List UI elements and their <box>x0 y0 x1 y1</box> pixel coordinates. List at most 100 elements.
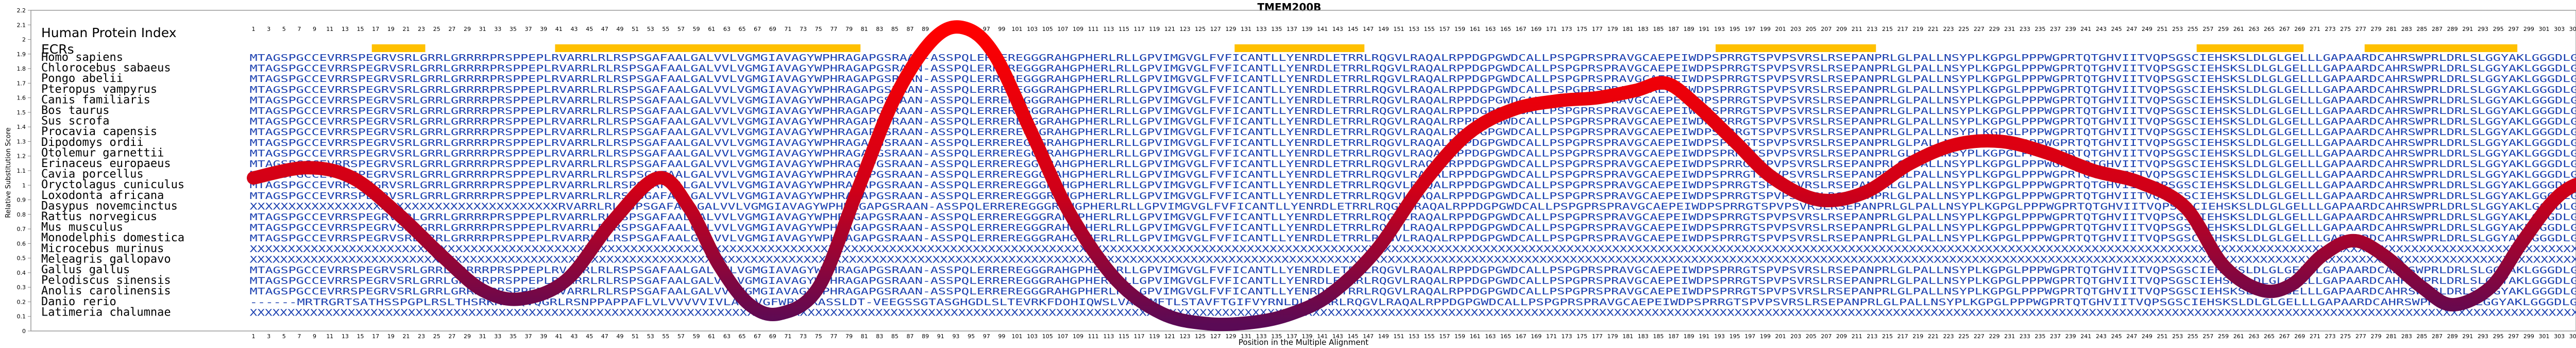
top-tick-label: 179 <box>1607 26 1618 32</box>
top-tick-label: 103 <box>1027 26 1038 32</box>
x-tick-label: 247 <box>2126 333 2137 340</box>
x-tick-label: 287 <box>2432 333 2443 340</box>
x-tick-label: 135 <box>1271 333 1282 340</box>
top-tick-label: 125 <box>1195 26 1206 32</box>
top-tick-label: 285 <box>2416 26 2427 32</box>
ecr-band <box>555 44 861 52</box>
top-tick-label: 25 <box>433 26 440 32</box>
x-tick-label: 23 <box>418 333 425 340</box>
x-tick-label: 65 <box>738 333 745 340</box>
top-tick-label: 147 <box>1363 26 1374 32</box>
top-tick-label: 83 <box>876 26 883 32</box>
top-tick-label: 79 <box>845 26 853 32</box>
top-tick-label: 127 <box>1210 26 1221 32</box>
x-tick-label: 77 <box>830 333 837 340</box>
sequence-row: MTAGSPGCCEVRRSPEGRVSRLGRRLGRRRRPRSPPEPLR… <box>250 180 2576 191</box>
y-tick-label: 0.9 <box>17 197 26 204</box>
sequence-row: MTAGSPGCCEVRRSPEGRVSRLGRRLGRRRRPRSPPEPLR… <box>250 53 2576 63</box>
top-tick-label: 109 <box>1073 26 1083 32</box>
x-tick-label: 75 <box>815 333 822 340</box>
substitution-score-line <box>247 20 2576 332</box>
sequence-row: MTAGSPGCCEVRRSPEGRVSRLGRRLGRRRRPRSPPEPLR… <box>250 148 2576 159</box>
x-tick-label: 119 <box>1149 333 1160 340</box>
top-tick-label: 175 <box>1577 26 1587 32</box>
top-tick-label: 105 <box>1042 26 1053 32</box>
top-tick-label: 279 <box>2370 26 2381 32</box>
x-tick-label: 267 <box>2279 333 2290 340</box>
x-tick-label: 183 <box>1638 333 1649 340</box>
top-tick-label: 219 <box>1912 26 1923 32</box>
top-tick-label: 171 <box>1546 26 1557 32</box>
top-tick-label: 209 <box>1836 26 1847 32</box>
top-tick-label: 247 <box>2126 26 2137 32</box>
ecr-band <box>2364 44 2518 52</box>
top-tick-label: 273 <box>2325 26 2336 32</box>
sequence-row: MTAGSPGCCEVRRSPEGRVSRLGRRLGRRRRPRSPPEPLR… <box>250 117 2576 127</box>
top-tick-label: 223 <box>1943 26 1954 32</box>
x-tick-label: 199 <box>1760 333 1771 340</box>
top-tick-label: 169 <box>1531 26 1541 32</box>
y-tick-label: 0 <box>22 328 26 335</box>
x-tick-label: 131 <box>1241 333 1251 340</box>
sequence-row: MTAGSPGCCEVRRSPEGRVSRLGRRLGRRRRPRSPPEPLR… <box>250 138 2576 148</box>
x-tick-label: 91 <box>937 333 944 340</box>
species-label: Mus musculus <box>41 221 123 234</box>
sequence-row: MTAGSPGCCEVRRSPEGRVSRLGRRLGRRRRPRSPPEPLR… <box>250 63 2576 74</box>
x-tick-label: 95 <box>968 333 975 340</box>
y-tick-label: 2.2 <box>17 7 26 14</box>
x-tick-label: 127 <box>1210 333 1221 340</box>
top-tick-label: 257 <box>2202 26 2213 32</box>
top-tick-label: 159 <box>1454 26 1465 32</box>
y-axis-label: Relative Substitution Score <box>5 127 12 218</box>
top-tick-label: 297 <box>2508 26 2519 32</box>
x-tick-label: 105 <box>1042 333 1053 340</box>
top-tick-label: 121 <box>1164 26 1175 32</box>
species-label: Pongo abelii <box>41 72 123 85</box>
ecr-label: ECRs <box>41 42 74 57</box>
species-label: Latimeria chalumnae <box>41 306 171 319</box>
y-tick-label: 1.1 <box>17 168 26 174</box>
sequence-row: MTAGSPGCCEVRRSPEGRVSRLGRRLGRRRRPRSPPEPLR… <box>250 127 2576 138</box>
top-tick-label: 87 <box>907 26 914 32</box>
top-tick-label: 217 <box>1897 26 1908 32</box>
top-tick-label: 193 <box>1714 26 1725 32</box>
top-tick-label: 137 <box>1286 26 1297 32</box>
species-label: Dasypus novemcinctus <box>41 200 178 212</box>
x-tick-label: 289 <box>2447 333 2458 340</box>
top-tick-label: 211 <box>1852 26 1862 32</box>
top-tick-label: 15 <box>357 26 364 32</box>
y-tick-label: 0.6 <box>17 240 26 247</box>
x-tick-label: 165 <box>1500 333 1511 340</box>
top-tick-label: 119 <box>1149 26 1160 32</box>
top-tick-label: 71 <box>784 26 791 32</box>
x-tick-label: 13 <box>342 333 349 340</box>
x-tick-label: 181 <box>1622 333 1633 340</box>
x-tick-label: 137 <box>1286 333 1297 340</box>
x-tick-label: 151 <box>1394 333 1404 340</box>
top-tick-label: 237 <box>2050 26 2061 32</box>
species-label: Erinaceus europaeus <box>41 157 171 170</box>
top-tick-label: 47 <box>601 26 608 32</box>
x-tick-label: 89 <box>922 333 929 340</box>
top-tick-label: 149 <box>1378 26 1389 32</box>
x-tick-label: 35 <box>510 333 517 340</box>
species-label: Canis familiaris <box>41 93 150 106</box>
x-tick-label: 239 <box>2065 333 2076 340</box>
top-tick-label: 301 <box>2539 26 2550 32</box>
x-tick-label: 249 <box>2142 333 2153 340</box>
x-tick-label: 83 <box>876 333 883 340</box>
x-axis-ticks: 1 3 5 7 9 11 13 15 17 19 21 23 25 27 29 31 33 35 37 39 41 43 4… <box>252 333 2576 340</box>
species-label: Chlorocebus sabaeus <box>41 62 171 75</box>
y-tick-label: 2.1 <box>17 22 26 28</box>
species-label: Procavia capensis <box>41 125 157 138</box>
top-tick-label: 303 <box>2554 26 2565 32</box>
top-tick-label: 129 <box>1225 26 1236 32</box>
top-tick-label: 67 <box>754 26 761 32</box>
top-tick-label: 59 <box>693 26 700 32</box>
top-tick-label: 9 <box>313 26 316 32</box>
x-tick-label: 123 <box>1180 333 1191 340</box>
top-tick-label: 107 <box>1057 26 1068 32</box>
x-tick-label: 305 <box>2569 333 2576 340</box>
top-tick-label: 165 <box>1500 26 1511 32</box>
